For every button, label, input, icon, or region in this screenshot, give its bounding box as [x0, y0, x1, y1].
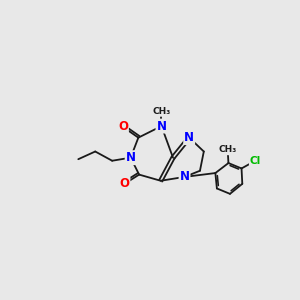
Text: CH₃: CH₃ [152, 107, 171, 116]
Text: N: N [126, 151, 136, 164]
Text: N: N [157, 120, 166, 133]
Text: O: O [119, 177, 130, 190]
Text: Cl: Cl [250, 156, 261, 166]
Text: CH₃: CH₃ [218, 146, 237, 154]
Text: N: N [184, 131, 194, 144]
Text: O: O [118, 120, 128, 134]
Text: N: N [179, 170, 190, 183]
